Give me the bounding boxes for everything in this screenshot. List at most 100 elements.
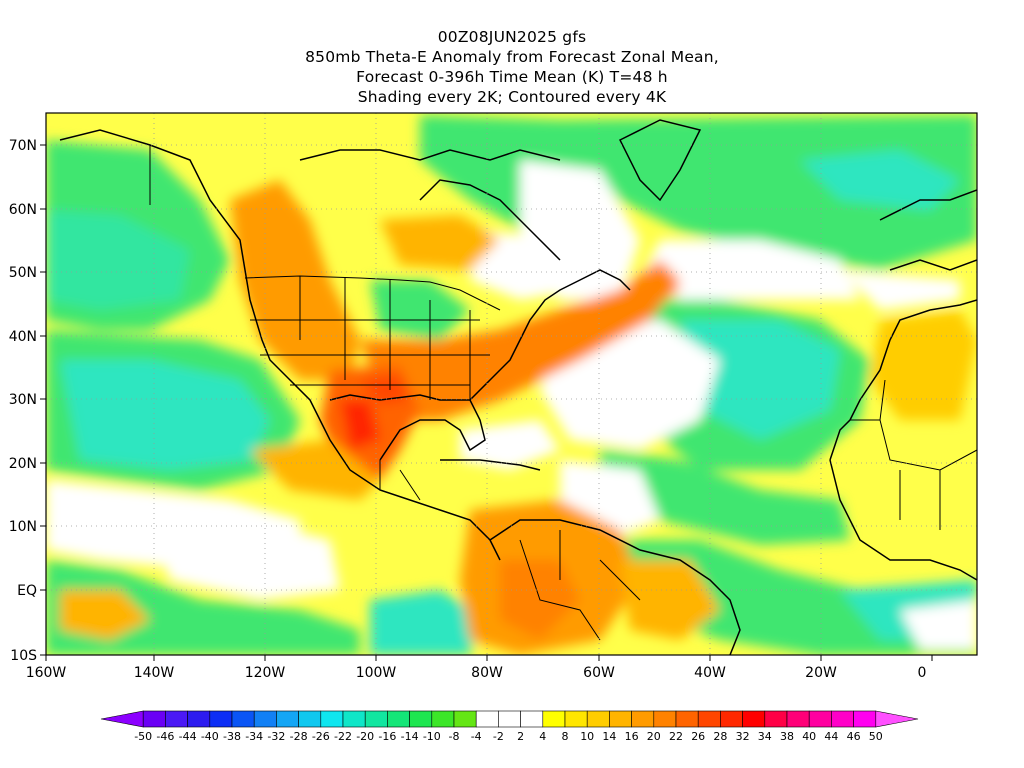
colorbar-swatch xyxy=(875,710,919,728)
colorbar-swatch xyxy=(475,710,499,728)
title-line-1: 00Z08JUN2025 gfs xyxy=(437,28,587,46)
lon-label-20w: 20W xyxy=(805,665,837,681)
map-frame xyxy=(45,112,978,656)
colorbar-swatch xyxy=(675,710,699,728)
colorbar-label: -22 xyxy=(334,730,352,743)
colorbar-swatch xyxy=(720,710,743,728)
lon-label-0: 0 xyxy=(918,665,927,681)
colorbar-swatch xyxy=(742,710,766,728)
colorbar-label: -50 xyxy=(134,730,152,743)
colorbar-swatch xyxy=(342,710,366,728)
latitude-labels: 70N 60N 50N 40N 30N 20N 10N EQ 10S xyxy=(9,138,37,664)
colorbar-label: 46 xyxy=(847,730,861,743)
shaded-field xyxy=(46,113,977,655)
colorbar-label: -14 xyxy=(401,730,419,743)
lat-label-40n: 40N xyxy=(9,329,37,345)
colorbar-label: 38 xyxy=(780,730,794,743)
colorbar-label: 32 xyxy=(736,730,750,743)
lon-label-140w: 140W xyxy=(134,665,175,681)
colorbar-label: -4 xyxy=(471,730,482,743)
colorbar-label: -44 xyxy=(179,730,197,743)
title-line-4: Shading every 2K; Contoured every 4K xyxy=(357,88,667,106)
lat-label-30n: 30N xyxy=(9,392,37,408)
lat-label-10n: 10N xyxy=(9,519,37,535)
lon-label-120w: 120W xyxy=(245,665,286,681)
colorbar-swatch xyxy=(209,710,233,728)
colorbar-label: -20 xyxy=(356,730,374,743)
colorbar-label: -32 xyxy=(267,730,285,743)
colorbar-label: 26 xyxy=(691,730,705,743)
colorbar-swatch xyxy=(165,710,188,728)
lon-label-100w: 100W xyxy=(356,665,397,681)
colorbar-label: 8 xyxy=(562,730,569,743)
colorbar-label: -16 xyxy=(378,730,396,743)
colorbar-label: -28 xyxy=(290,730,308,743)
colorbar-label: 16 xyxy=(625,730,639,743)
colorbar-swatch xyxy=(187,710,211,728)
colorbar-swatch xyxy=(364,710,388,728)
colorbar-swatch xyxy=(298,710,322,728)
colorbar-swatch xyxy=(520,710,544,728)
graticule xyxy=(46,113,977,655)
colorbar-swatch xyxy=(409,710,433,728)
colorbar-label: -26 xyxy=(312,730,330,743)
colorbar-swatch xyxy=(253,710,277,728)
colorbar-swatch xyxy=(431,710,455,728)
title-line-2: 850mb Theta-E Anomaly from Forecast Zona… xyxy=(305,48,719,66)
colorbar-swatch xyxy=(786,710,810,728)
colorbar-label: 14 xyxy=(602,730,616,743)
longitude-labels: 160W 140W 120W 100W 80W 60W 40W 20W 0 xyxy=(26,665,927,681)
colorbar-label: 50 xyxy=(869,730,883,743)
axis-ticks xyxy=(40,144,933,661)
lat-label-50n: 50N xyxy=(9,265,37,281)
colorbar-label: 4 xyxy=(539,730,546,743)
colorbar-swatch xyxy=(808,710,832,728)
colorbar-label: 28 xyxy=(713,730,727,743)
colorbar xyxy=(100,710,919,728)
lon-label-80w: 80W xyxy=(471,665,503,681)
title-line-3: Forecast 0-396h Time Mean (K) T=48 h xyxy=(356,68,668,86)
colorbar-label: 34 xyxy=(758,730,772,743)
lon-label-160w: 160W xyxy=(26,665,67,681)
lat-label-10s: 10S xyxy=(10,648,37,664)
colorbar-swatch xyxy=(231,710,255,728)
lat-label-20n: 20N xyxy=(9,456,37,472)
colorbar-swatch xyxy=(142,710,166,728)
colorbar-label: -2 xyxy=(493,730,504,743)
colorbar-label: -10 xyxy=(423,730,441,743)
colorbar-label: 22 xyxy=(669,730,683,743)
lon-label-60w: 60W xyxy=(583,665,615,681)
colorbar-swatch xyxy=(853,710,877,728)
colorbar-label: 2 xyxy=(517,730,524,743)
colorbar-swatch xyxy=(498,710,521,728)
colorbar-label: 44 xyxy=(824,730,838,743)
colorbar-swatch xyxy=(631,710,655,728)
colorbar-labels: -50 -46 -44 -40 -38 -34 -32 -28 -26 -22 -20 -16 -14-… xyxy=(134,730,883,743)
colorbar-label: -46 xyxy=(156,730,174,743)
colorbar-swatch xyxy=(320,710,344,728)
colorbar-swatch xyxy=(831,710,854,728)
colorbar-swatch xyxy=(453,710,477,728)
lat-label-70n: 70N xyxy=(9,138,37,154)
colorbar-swatch xyxy=(586,710,610,728)
colorbar-swatch xyxy=(609,710,632,728)
colorbar-swatch xyxy=(697,710,721,728)
colorbar-swatch xyxy=(653,710,677,728)
colorbar-label: 40 xyxy=(802,730,816,743)
lat-label-eq: EQ xyxy=(17,583,37,599)
coastlines xyxy=(59,119,977,655)
colorbar-swatch xyxy=(387,710,410,728)
colorbar-label: -34 xyxy=(245,730,263,743)
colorbar-label: -38 xyxy=(223,730,241,743)
colorbar-label: -40 xyxy=(201,730,219,743)
colorbar-swatch xyxy=(276,710,299,728)
lat-label-60n: 60N xyxy=(9,202,37,218)
colorbar-swatch xyxy=(764,710,788,728)
colorbar-swatch xyxy=(564,710,588,728)
colorbar-swatch xyxy=(100,710,144,728)
political-boundaries xyxy=(149,145,977,641)
colorbar-label: 20 xyxy=(647,730,661,743)
colorbar-label: -8 xyxy=(449,730,460,743)
colorbar-swatch xyxy=(542,710,566,728)
